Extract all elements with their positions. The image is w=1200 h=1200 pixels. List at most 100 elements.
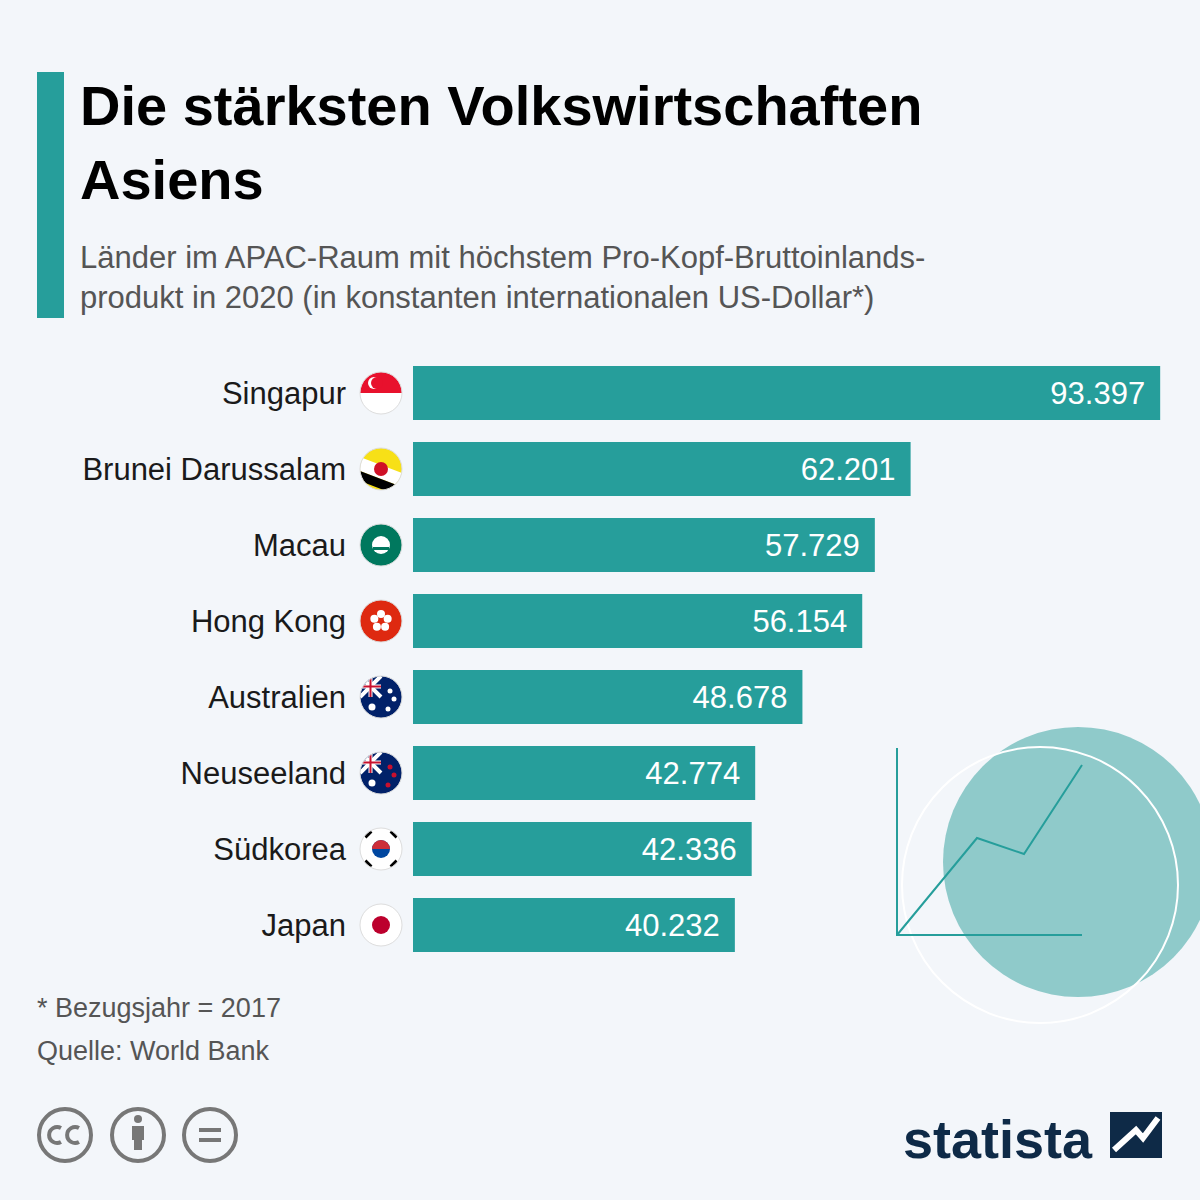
flag bbox=[360, 904, 402, 946]
category-label: Macau bbox=[253, 528, 346, 563]
flag-part bbox=[360, 752, 402, 794]
flag-part bbox=[369, 780, 376, 787]
bar bbox=[413, 670, 802, 724]
data-label: 42.336 bbox=[642, 832, 737, 867]
category-label: Hong Kong bbox=[191, 604, 346, 639]
flag-body bbox=[360, 524, 402, 566]
flag-part bbox=[360, 904, 402, 946]
flag-part bbox=[386, 783, 391, 788]
license-icon bbox=[199, 1128, 221, 1132]
chart: Die stärksten Volkswirtschaften Asiens Län… bbox=[0, 0, 1200, 1200]
source: Quelle: World Bank bbox=[37, 1036, 270, 1066]
flag-part bbox=[360, 372, 402, 393]
license-icon bbox=[49, 1127, 79, 1143]
flag-border bbox=[360, 752, 402, 794]
category-label: Neuseeland bbox=[181, 756, 346, 791]
flag-part bbox=[386, 707, 391, 712]
accent-bar bbox=[37, 72, 64, 318]
flag-body bbox=[360, 448, 402, 497]
flag-border bbox=[360, 676, 402, 718]
title-line: Die stärksten Volkswirtschaften bbox=[80, 74, 922, 137]
flag-part bbox=[360, 524, 402, 566]
category-label: Südkorea bbox=[213, 832, 346, 867]
deco-line bbox=[897, 765, 1082, 935]
title: Die stärksten Volkswirtschaften Asiens bbox=[80, 74, 922, 211]
flag-part bbox=[371, 377, 383, 389]
bar bbox=[413, 822, 752, 876]
flag-part bbox=[373, 623, 381, 631]
deco-circle bbox=[943, 727, 1200, 997]
flag-part bbox=[392, 697, 397, 702]
subtitle: Länder im APAC-Raum mit höchstem Pro-Kop… bbox=[80, 240, 925, 275]
bars bbox=[413, 366, 1160, 952]
category-label: Singapur bbox=[222, 376, 346, 411]
license-icon bbox=[132, 1126, 144, 1140]
title-line: Asiens bbox=[80, 148, 264, 211]
labels: Singapur 93.397 Brunei Darussalam 62.201 Mac… bbox=[82, 372, 1145, 946]
flag-part bbox=[373, 547, 389, 550]
flag-border bbox=[360, 600, 402, 642]
bar bbox=[413, 746, 755, 800]
flag bbox=[360, 828, 402, 870]
flag-border bbox=[360, 828, 402, 870]
brand-icon bbox=[1110, 1112, 1162, 1158]
category-label: Brunei Darussalam bbox=[82, 452, 346, 487]
flag bbox=[360, 524, 402, 566]
flag-part bbox=[384, 615, 392, 623]
flag-border bbox=[360, 448, 402, 490]
license-icon bbox=[39, 1109, 91, 1161]
data-label: 57.729 bbox=[765, 528, 860, 563]
category-label: Australien bbox=[208, 680, 346, 715]
flag bbox=[360, 372, 402, 414]
data-label: 62.201 bbox=[801, 452, 896, 487]
flag-part bbox=[388, 689, 393, 694]
flag bbox=[360, 676, 402, 718]
flag-part bbox=[370, 615, 378, 623]
flag-body bbox=[360, 752, 402, 794]
flag-part bbox=[372, 840, 390, 849]
brand: statista bbox=[903, 1109, 1093, 1169]
data-label: 42.774 bbox=[645, 756, 740, 791]
license-icon bbox=[184, 1109, 236, 1161]
deco-axes bbox=[897, 748, 1082, 935]
flag-body bbox=[360, 904, 402, 946]
data-label: 93.397 bbox=[1050, 376, 1145, 411]
flag-part bbox=[360, 828, 402, 870]
data-label: 56.154 bbox=[752, 604, 847, 639]
bar bbox=[413, 594, 862, 648]
bar bbox=[413, 518, 875, 572]
flag-part bbox=[372, 536, 390, 554]
bar bbox=[413, 898, 735, 952]
flag bbox=[360, 600, 402, 642]
bar bbox=[413, 442, 911, 496]
flag-part bbox=[372, 840, 390, 858]
flag-body bbox=[360, 676, 402, 718]
background bbox=[0, 0, 1200, 1200]
flag-border bbox=[360, 524, 402, 566]
flag-body bbox=[360, 600, 402, 642]
flag-border bbox=[360, 904, 402, 946]
license-icons bbox=[39, 1109, 236, 1161]
brand-icon bbox=[1114, 1118, 1158, 1150]
flag-part bbox=[360, 676, 402, 718]
flag-part bbox=[365, 831, 397, 867]
flag-part bbox=[360, 372, 402, 414]
category-label: Japan bbox=[262, 908, 346, 943]
flag-part bbox=[374, 462, 388, 476]
flag-part bbox=[381, 623, 389, 631]
flag-body bbox=[360, 828, 402, 870]
license-icon bbox=[134, 1138, 142, 1150]
subtitle: produkt in 2020 (in konstanten internati… bbox=[80, 280, 874, 315]
data-label: 48.678 bbox=[693, 680, 788, 715]
license-icon bbox=[112, 1109, 164, 1161]
flag-body bbox=[360, 372, 402, 414]
flag-part bbox=[369, 704, 376, 711]
data-label: 40.232 bbox=[625, 908, 720, 943]
deco-ring bbox=[902, 747, 1178, 1023]
flag-part bbox=[377, 610, 385, 618]
flag-border bbox=[360, 372, 402, 414]
flag-part bbox=[372, 916, 390, 934]
flag bbox=[360, 752, 402, 794]
license-icon bbox=[134, 1115, 142, 1123]
flag-part bbox=[360, 600, 402, 642]
